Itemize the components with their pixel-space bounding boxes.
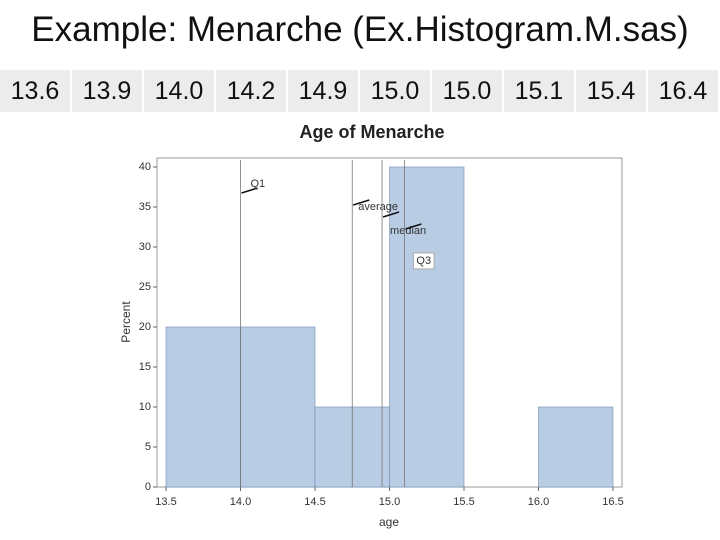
annotation-label: average <box>358 201 398 213</box>
y-tick-label: 0 <box>145 481 151 493</box>
values-row: 13.6 13.9 14.0 14.2 14.9 15.0 15.0 15.1 15.4 16.4 <box>0 70 720 112</box>
y-tick-label: 25 <box>139 281 151 293</box>
x-axis-label: age <box>379 515 399 529</box>
arrow <box>382 211 400 218</box>
x-tick-label: 15.5 <box>453 496 474 508</box>
value-cell: 15.0 <box>360 70 432 112</box>
y-tick-label: 15 <box>139 361 151 373</box>
value-cell: 15.1 <box>504 70 576 112</box>
x-tick-label: 16.5 <box>602 496 623 508</box>
arrow <box>405 223 422 230</box>
x-tick-label: 14.0 <box>230 496 251 508</box>
arrow <box>353 199 370 206</box>
y-tick-label: 40 <box>139 161 151 173</box>
y-tick-label: 30 <box>139 241 151 253</box>
y-tick-label: 10 <box>139 401 151 413</box>
value-cell: 14.0 <box>144 70 216 112</box>
y-tick-label: 5 <box>145 441 151 453</box>
annotation-label: median <box>390 225 426 237</box>
histogram-bar <box>389 166 465 488</box>
y-axis-label: Percent <box>119 301 133 343</box>
value-cell: 14.9 <box>288 70 360 112</box>
annotation-label: Q1 <box>251 178 266 190</box>
slide-title: Example: Menarche (Ex.Histogram.M.sas) <box>31 10 689 49</box>
histogram-bar <box>165 326 241 488</box>
x-tick-label: 14.5 <box>304 496 325 508</box>
arrow <box>241 187 258 194</box>
value-cell: 14.2 <box>216 70 288 112</box>
value-cell: 15.4 <box>576 70 648 112</box>
annotation-label: Q3 <box>416 255 431 267</box>
chart-title: Age of Menarche <box>299 122 444 142</box>
y-tick-label: 35 <box>139 201 151 213</box>
label-box <box>412 252 435 270</box>
y-tick-label: 20 <box>139 321 151 333</box>
x-tick-label: 13.5 <box>155 496 176 508</box>
value-cell: 16.4 <box>648 70 720 112</box>
x-tick-label: 16.0 <box>528 496 549 508</box>
value-cell: 13.6 <box>0 70 72 112</box>
histogram-bar <box>240 326 316 488</box>
histogram-bar <box>538 406 614 488</box>
value-cell: 15.0 <box>432 70 504 112</box>
x-tick-label: 15.0 <box>379 496 400 508</box>
value-cell: 13.9 <box>72 70 144 112</box>
